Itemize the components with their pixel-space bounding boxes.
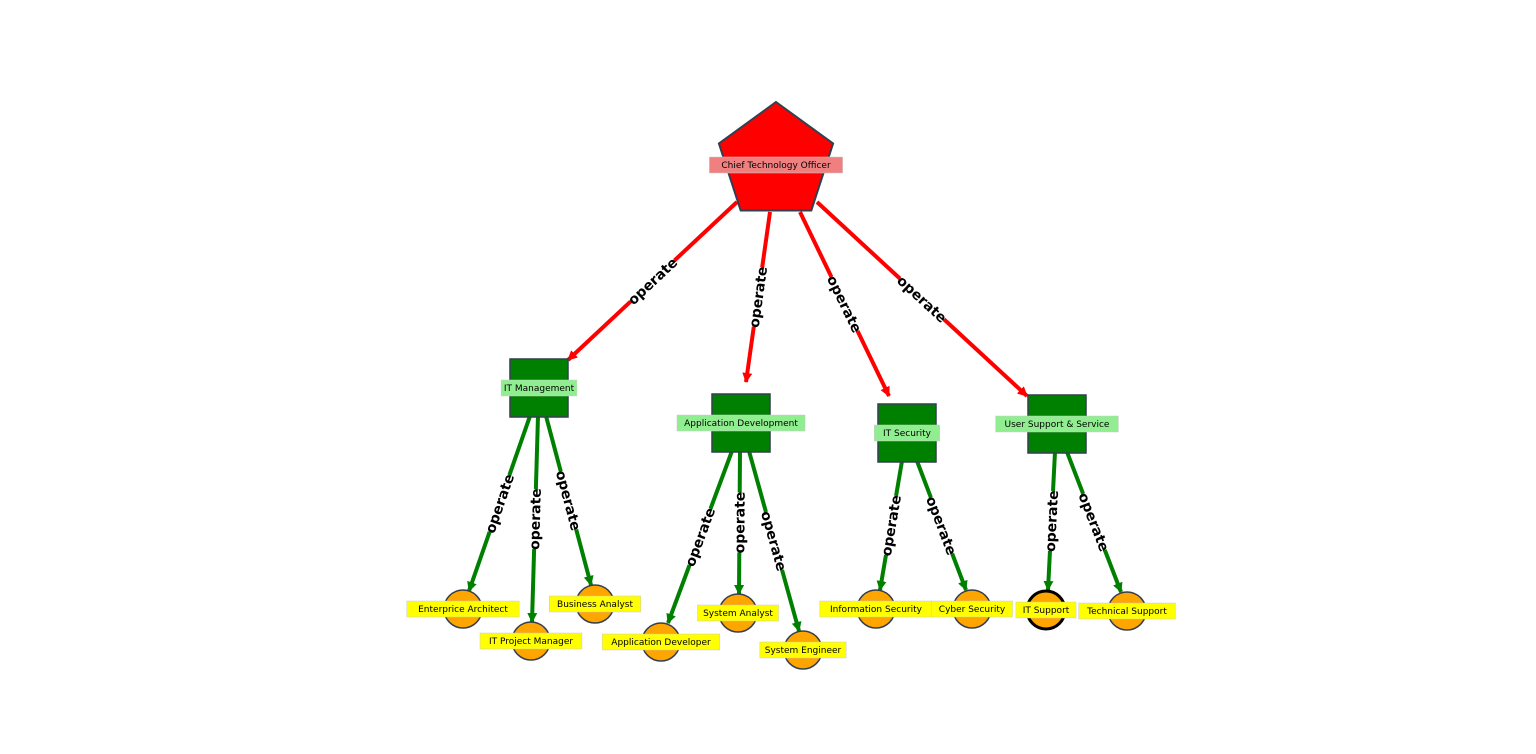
edge-label: operate: [732, 492, 748, 554]
node-label-background: [548, 595, 642, 613]
node-label-background: [601, 633, 721, 651]
edge-label-group: operate: [743, 265, 773, 329]
edge-label-background: [921, 493, 962, 558]
edge-label-group: operate: [822, 272, 867, 336]
edge-label: operate: [527, 488, 545, 550]
node-label-background: [874, 424, 940, 442]
edge-label: operate: [483, 472, 518, 536]
node-label-background: [676, 414, 806, 432]
edge-label-group: operate: [876, 494, 906, 557]
node-label-ad: Application Developer: [611, 638, 711, 648]
edge-label-background: [743, 265, 773, 329]
node-label-itpm: IT Project Manager: [489, 637, 573, 647]
node-label-background: [479, 632, 583, 650]
node-label-is: Information Security: [830, 605, 923, 615]
node-label-cto: Chief Technology Officer: [721, 161, 831, 171]
node-label-cs: Cyber Security: [939, 605, 1006, 615]
node-shape-cto: [717, 100, 835, 212]
edge-label: operate: [922, 494, 959, 557]
edge-label-group: operate: [623, 253, 682, 309]
node-label-itm: IT Management: [504, 384, 575, 394]
node-label-uss: User Support & Service: [1005, 420, 1110, 430]
edge-label-background: [893, 271, 951, 327]
edge-label-background: [480, 471, 519, 536]
node-label-ts: Technical Support: [1086, 607, 1167, 617]
edge-label-background: [1073, 490, 1115, 554]
edge-label-group: operate: [551, 468, 586, 533]
edge-label-group: operate: [893, 271, 951, 327]
edge-label-group: operate: [756, 509, 792, 573]
edge-label-background: [756, 509, 792, 573]
edge-label-background: [623, 253, 682, 309]
nodes-layer: [443, 100, 1147, 670]
edge-label-background: [524, 488, 546, 550]
node-label-background: [500, 379, 578, 397]
node-label-background: [406, 600, 520, 618]
node-label-itsec: IT Security: [883, 429, 932, 439]
edge-label: operate: [683, 506, 720, 569]
edge-label-group: operate: [1073, 490, 1115, 554]
edge-label-background: [876, 494, 906, 557]
edge-label-group: operate: [680, 505, 720, 569]
edge-label-group: operate: [1039, 490, 1064, 552]
node-label-background: [759, 641, 847, 659]
edge-label-background: [729, 492, 750, 553]
node-label-background: [709, 156, 843, 174]
node-label-sa: System Analyst: [703, 609, 773, 619]
edge-label-background: [822, 272, 867, 336]
edge-label: operate: [625, 255, 681, 309]
node-label-background: [1015, 601, 1077, 619]
node-label-ba: Business Analyst: [557, 600, 633, 610]
node-label-its: IT Support: [1023, 606, 1070, 616]
edge-label: operate: [1043, 490, 1062, 552]
edge-label-background: [680, 505, 720, 569]
edge-label-group: operate: [524, 488, 546, 550]
node-label-ea: Enterprice Architect: [418, 605, 508, 615]
edge-label-group: operate: [729, 492, 750, 554]
edge-label-group: operate: [480, 471, 519, 536]
node-label-background: [1078, 602, 1176, 620]
node-label-background: [697, 604, 779, 622]
edge-label-background: [551, 468, 586, 533]
edge-label-group: operate: [921, 493, 962, 558]
node-label-background: [995, 415, 1119, 433]
node-label-background: [931, 600, 1013, 618]
edge-label-background: [1039, 490, 1064, 552]
node-label-appdev: Application Development: [684, 419, 798, 429]
edge-label: operate: [1075, 491, 1112, 554]
edge-label: operate: [893, 273, 949, 327]
node-label-se: System Engineer: [765, 646, 842, 656]
